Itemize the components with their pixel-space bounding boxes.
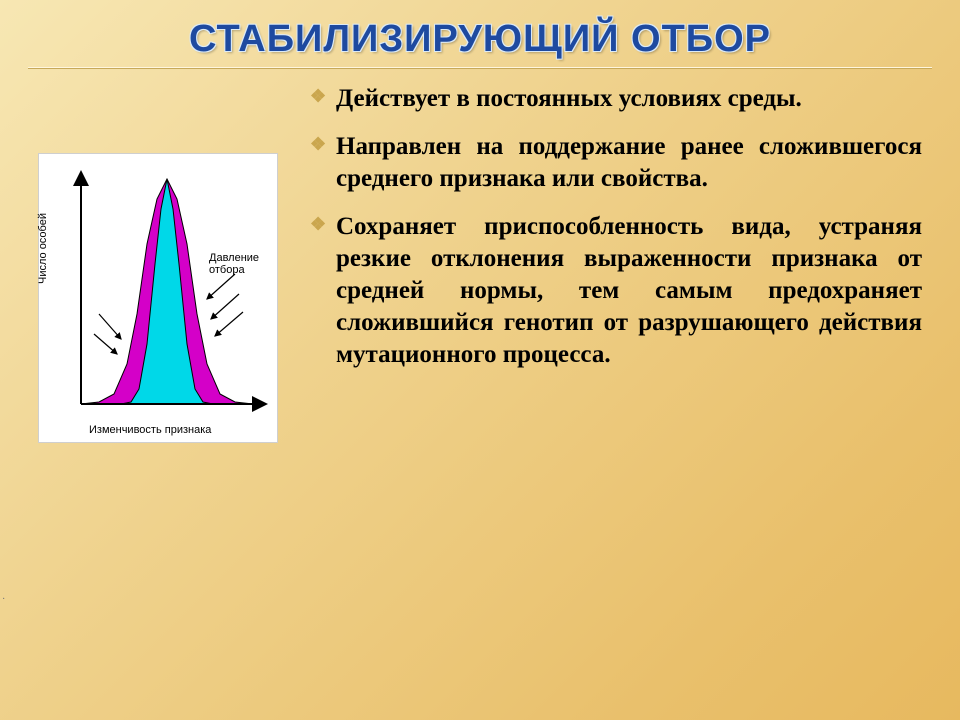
divider: [28, 67, 932, 69]
figure-column: ·: [28, 83, 288, 443]
y-axis-label: Число особей: [37, 213, 49, 284]
slide: СТАБИЛИЗИРУЮЩИЙ ОТБОР ·: [0, 0, 960, 720]
bullet-item: Действует в постоянных условиях среды.: [310, 83, 922, 115]
slide-title: СТАБИЛИЗИРУЮЩИЙ ОТБОР: [189, 18, 771, 61]
title-container: СТАБИЛИЗИРУЮЩИЙ ОТБОР: [28, 18, 932, 61]
bullet-list: Действует в постоянных условиях среды. Н…: [310, 83, 922, 371]
content-row: ·: [28, 83, 932, 443]
x-axis-label: Изменчивость признака: [89, 424, 211, 436]
bullet-item: Сохраняет приспособленность вида, устран…: [310, 211, 922, 371]
pressure-label: Давление отбора: [209, 252, 259, 276]
bullet-item: Направлен на поддержание ранее сложившег…: [310, 131, 922, 195]
stabilizing-selection-chart: Число особей Изменчивость признака Давле…: [38, 153, 278, 443]
chart-svg: [39, 154, 279, 444]
decorative-tick: ·: [2, 594, 5, 605]
bullet-list-container: Действует в постоянных условиях среды. Н…: [310, 83, 932, 387]
